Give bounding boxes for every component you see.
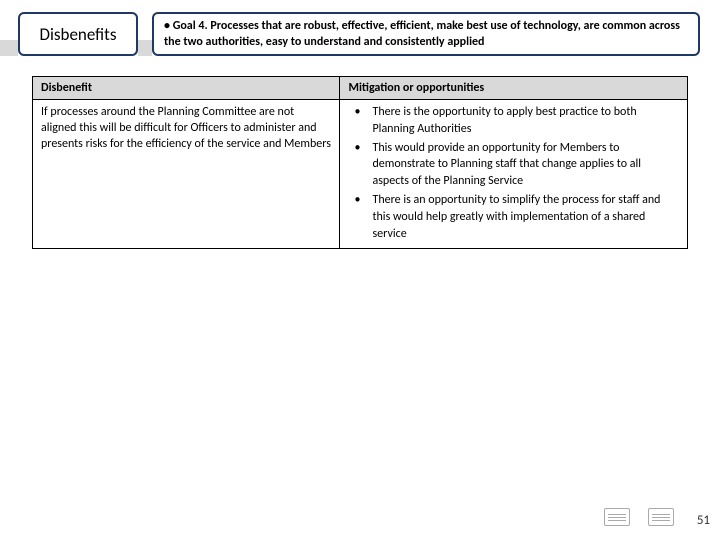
page-number: 51 [697, 513, 710, 528]
list-item: There is an opportunity to simplify the … [348, 192, 679, 242]
header-mitigation: Mitigation or opportunities [340, 77, 688, 100]
slide-title-box: Disbenefits [18, 12, 138, 56]
decorative-stripe-mid [138, 40, 152, 56]
table-header-row: Disbenefit Mitigation or opportunities [33, 77, 688, 100]
footer-logos [604, 508, 674, 526]
logo-icon [604, 508, 630, 526]
slide-title: Disbenefits [40, 24, 117, 45]
disbenefits-table: Disbenefit Mitigation or opportunities I… [32, 76, 688, 249]
cell-mitigation: There is the opportunity to apply best p… [340, 100, 688, 249]
cell-disbenefit: If processes around the Planning Committ… [33, 100, 340, 249]
goal-text-box: • Goal 4. Processes that are robust, eff… [152, 12, 700, 56]
list-item: This would provide an opportunity for Me… [348, 140, 679, 190]
footer-logo-1 [604, 508, 630, 526]
goal-text: • Goal 4. Processes that are robust, eff… [164, 19, 680, 49]
footer-logo-2 [648, 508, 674, 526]
mitigation-list: There is the opportunity to apply best p… [348, 104, 679, 242]
decorative-stripe-left [0, 40, 18, 56]
disbenefit-text: If processes around the Planning Committ… [41, 104, 331, 153]
logo-icon [648, 508, 674, 526]
table-row: If processes around the Planning Committ… [33, 100, 688, 249]
list-item: There is the opportunity to apply best p… [348, 104, 679, 138]
header-disbenefit: Disbenefit [33, 77, 340, 100]
